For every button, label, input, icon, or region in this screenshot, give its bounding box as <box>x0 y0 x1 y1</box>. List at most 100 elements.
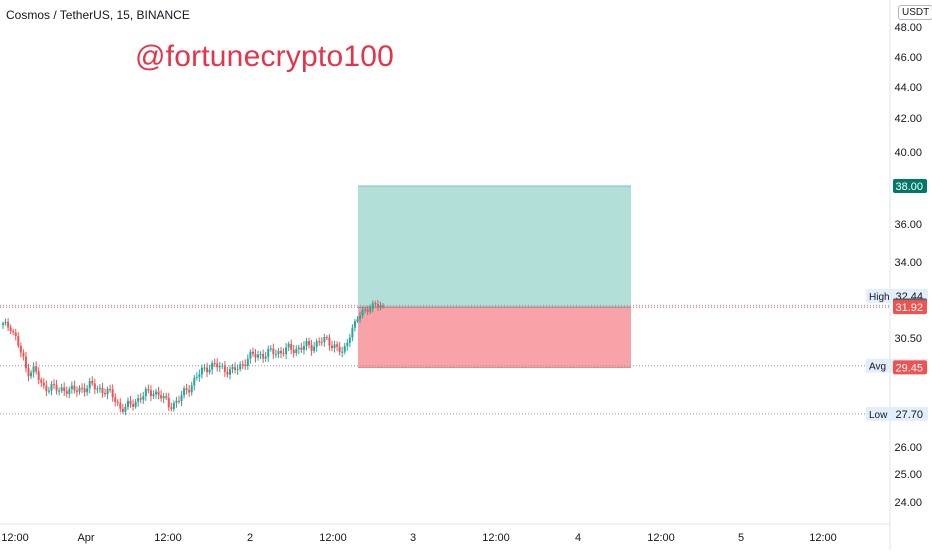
candle-body <box>175 400 178 403</box>
candle-body <box>129 400 132 405</box>
candle-body <box>147 388 150 391</box>
candle-body <box>269 348 272 350</box>
x-tick-label: 12:00 <box>154 532 182 544</box>
candle-body <box>19 345 22 353</box>
candle-body <box>318 341 321 343</box>
y-tick-label: 30.50 <box>894 333 922 345</box>
candle-body <box>35 366 38 372</box>
x-tick-label: Apr <box>77 532 94 544</box>
candle-body <box>172 402 175 409</box>
candle-body <box>272 348 275 355</box>
currency-unit-label[interactable]: USDT <box>898 5 932 20</box>
candle-body <box>308 341 311 345</box>
target-price-pill-bg <box>893 179 927 193</box>
candle-body <box>30 372 33 377</box>
candle-body <box>160 395 163 399</box>
candle-body <box>369 308 372 312</box>
candle-body <box>4 322 7 324</box>
candle-body <box>292 349 295 354</box>
candle-body <box>203 367 206 369</box>
candle-body <box>88 381 91 389</box>
candle-body <box>313 346 316 351</box>
candle-body <box>341 351 344 353</box>
candle-body <box>68 389 71 394</box>
candle-body <box>228 369 231 375</box>
candle-body <box>323 337 326 342</box>
candle-body <box>376 304 379 307</box>
candle-body <box>73 385 76 391</box>
candle-body <box>361 309 364 316</box>
candle-body <box>274 354 277 356</box>
candles-group <box>2 300 384 416</box>
y-tick-label: 25.00 <box>894 469 922 481</box>
candle-body <box>353 320 356 328</box>
candle-body <box>300 347 303 350</box>
candle-body <box>310 344 313 351</box>
candle-body <box>14 332 17 337</box>
candle-body <box>223 365 226 372</box>
candle-body <box>262 354 265 359</box>
candle-body <box>83 388 86 393</box>
target-price-pill: 38.00 <box>895 181 923 193</box>
candle-body <box>45 385 48 392</box>
candle-body <box>162 396 165 399</box>
candle-body <box>257 354 260 358</box>
candle-body <box>336 344 339 347</box>
candle-body <box>279 350 282 354</box>
candle-body <box>346 342 349 346</box>
y-tick-label: 24.00 <box>894 497 922 509</box>
y-tick-label: 34.00 <box>894 257 922 269</box>
candle-body <box>170 407 173 409</box>
x-tick-label: 12:00 <box>482 532 510 544</box>
candle-body <box>185 388 188 391</box>
candle-body <box>137 398 140 402</box>
candle-body <box>226 371 229 375</box>
candle-body <box>348 337 351 343</box>
x-tick-label: 2 <box>247 532 253 544</box>
candle-body <box>195 376 198 378</box>
candle-body <box>116 401 119 403</box>
candle-body <box>17 336 20 346</box>
candle-body <box>302 346 305 350</box>
candle-body <box>167 397 170 408</box>
high-price-label-tag: High <box>869 292 890 303</box>
candle-body <box>98 387 101 389</box>
x-tick-label: 3 <box>410 532 416 544</box>
candle-body <box>177 400 180 402</box>
candle-body <box>325 337 328 339</box>
candle-body <box>109 388 112 390</box>
candle-body <box>320 341 323 343</box>
candle-body <box>244 364 247 366</box>
candle-body <box>65 391 68 394</box>
candle-body <box>114 397 117 402</box>
candle-body <box>149 390 152 397</box>
candle-body <box>259 354 262 356</box>
candle-body <box>134 401 137 407</box>
candle-body <box>27 368 30 377</box>
y-tick-label: 40.00 <box>894 147 922 159</box>
candle-body <box>32 366 35 373</box>
candle-body <box>231 367 234 370</box>
candle-body <box>126 400 129 407</box>
candle-body <box>70 385 73 390</box>
candle-body <box>218 366 221 368</box>
candle-body <box>330 345 333 349</box>
candle-body <box>193 377 196 386</box>
candle-body <box>63 387 66 392</box>
candle-body <box>364 309 367 311</box>
candle-body <box>2 323 4 325</box>
candle-body <box>183 388 186 396</box>
stop-price-pill-bg <box>893 300 927 315</box>
candle-body <box>295 349 298 354</box>
candle-body <box>277 350 280 355</box>
candle-body <box>351 327 354 338</box>
candle-body <box>206 367 209 373</box>
candle-body <box>213 362 216 364</box>
candle-body <box>188 390 191 393</box>
candle-body <box>180 395 183 402</box>
candle-body <box>96 388 99 390</box>
candle-body <box>359 315 362 320</box>
candle-body <box>285 347 288 355</box>
